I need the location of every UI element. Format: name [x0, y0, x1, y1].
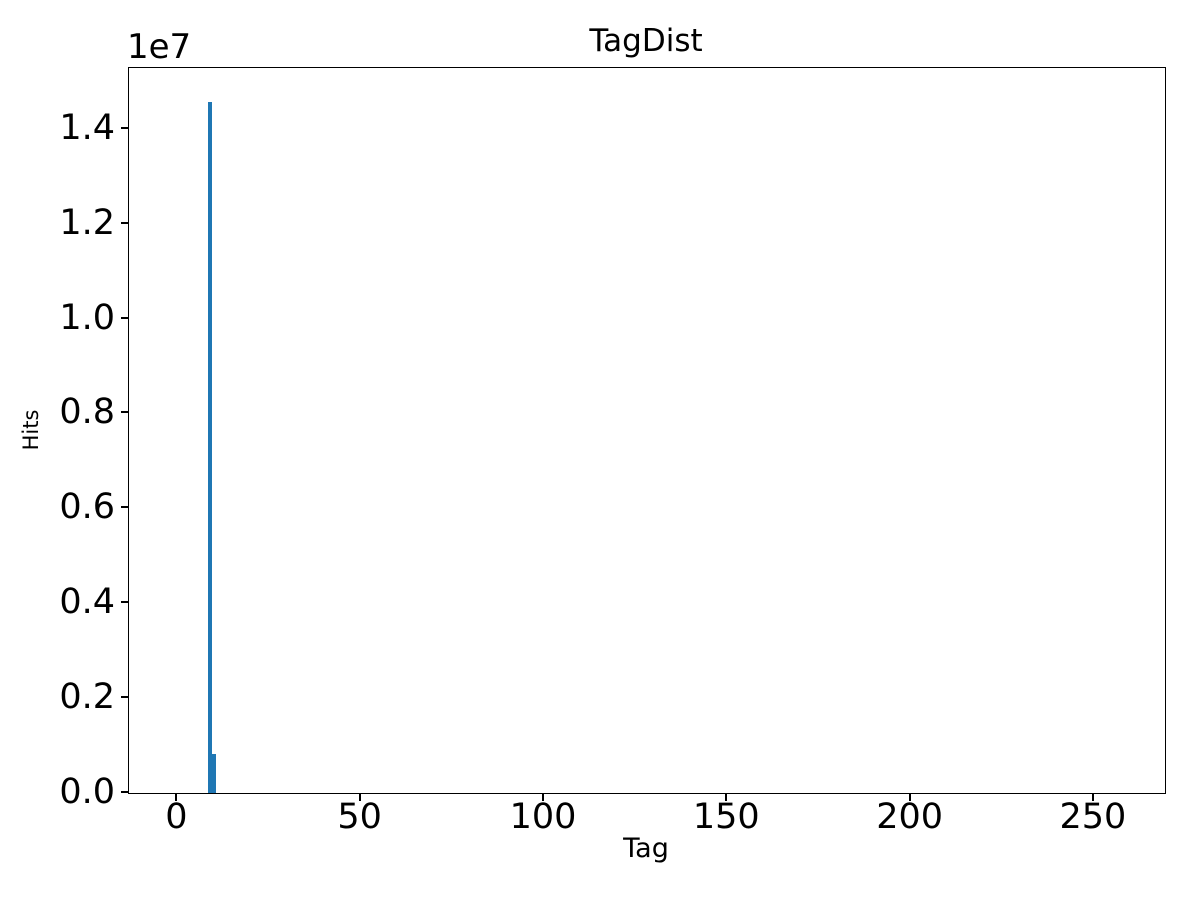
- y-tick-mark: [121, 506, 128, 509]
- x-tick-label: 0: [165, 797, 188, 837]
- x-axis-label: Tag: [623, 833, 669, 864]
- chart-title: TagDist: [589, 23, 703, 59]
- y-tick-label: 0.8: [59, 392, 115, 433]
- x-tick-label: 200: [876, 797, 943, 837]
- x-tick-label: 100: [509, 797, 577, 837]
- x-tick-mark: [1091, 794, 1094, 801]
- y-tick-label: 0.0: [59, 772, 115, 812]
- y-tick-mark: [121, 411, 128, 414]
- x-tick-mark: [908, 794, 911, 801]
- y-tick-mark: [121, 316, 128, 319]
- x-tick-label: 50: [337, 797, 382, 837]
- x-tick-mark: [725, 794, 728, 801]
- y-tick-label: 1.4: [59, 107, 115, 148]
- y-tick-mark: [121, 791, 128, 793]
- y-axis-offset-text: 1e7: [127, 27, 192, 67]
- y-tick-mark: [121, 601, 128, 604]
- y-tick-label: 0.6: [59, 487, 115, 528]
- histogram-bar: [207, 102, 212, 793]
- y-tick-mark: [121, 221, 128, 224]
- y-tick-mark: [121, 126, 128, 129]
- y-tick-label: 0.4: [59, 582, 115, 623]
- y-tick-label: 1.2: [59, 202, 115, 243]
- y-tick-mark: [121, 696, 128, 699]
- y-axis-label: Hits: [19, 409, 43, 451]
- x-tick-mark: [358, 794, 361, 801]
- y-tick-label: 1.0: [59, 297, 115, 338]
- y-tick-label: 0.2: [59, 677, 115, 718]
- x-tick-mark: [542, 794, 544, 801]
- plot-area: [128, 67, 1166, 794]
- x-tick-label: 250: [1059, 797, 1127, 837]
- histogram-bar: [211, 754, 216, 793]
- x-tick-mark: [175, 794, 178, 801]
- x-tick-label: 150: [692, 797, 760, 837]
